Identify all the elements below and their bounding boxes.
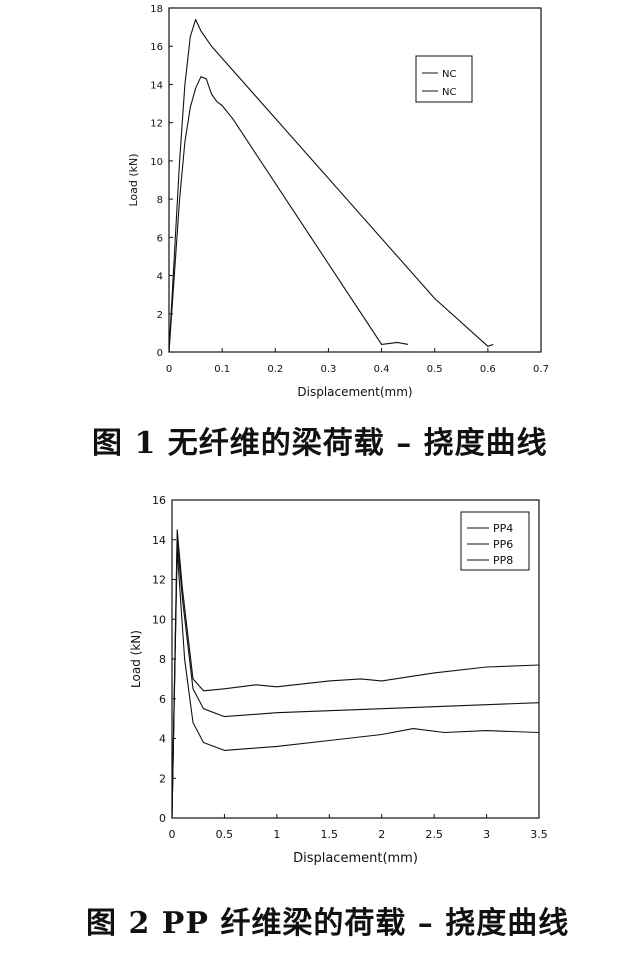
figure-2-caption: 图 2 PP 纤维梁的荷载 – 挠度曲线 (86, 906, 570, 941)
y-tick-label: 14 (150, 80, 163, 91)
legend-box (415, 55, 473, 103)
x-tick-label: 0.1 (214, 364, 230, 375)
y-tick-label: 8 (159, 653, 166, 666)
x-tick-label: 2 (378, 828, 385, 841)
x-tick-label: 0 (166, 364, 172, 375)
x-tick-label: 0.2 (267, 364, 283, 375)
x-tick-label: 0.4 (374, 364, 390, 375)
chart-1: 0 2 4 6 8 10 12 14 16 18 0 0.1 0.2 0.3 0.4 0.5 0.6 0.7 Dis… (127, 4, 549, 399)
y-tick-label: 2 (159, 772, 166, 785)
x-tick-label: 0.7 (533, 364, 549, 375)
x-axis-label: Displacement(mm) (297, 385, 412, 399)
y-tick-label: 12 (152, 574, 166, 587)
y-tick-label: 6 (159, 693, 166, 706)
series-line-2 (171, 539, 540, 819)
x-tick-label: 0.6 (480, 364, 496, 375)
y-axis-label: Load (kN) (127, 153, 140, 206)
y-tick-label: 12 (150, 119, 163, 130)
legend-label: PP4 (493, 522, 513, 535)
y-tick-label: 16 (150, 42, 163, 53)
legend-label: PP6 (493, 538, 513, 551)
x-tick-label: 0.3 (320, 364, 336, 375)
y-tick-label: 10 (150, 157, 163, 168)
x-tick-label: 0.5 (216, 828, 234, 841)
y-tick-label: 4 (159, 733, 166, 746)
series-line-3 (171, 529, 540, 819)
y-tick-label: 10 (152, 613, 166, 626)
plot-frame (168, 7, 542, 353)
y-tick-label: 0 (159, 812, 166, 825)
x-tick-label: 1 (273, 828, 280, 841)
legend-label: NC (442, 87, 456, 98)
y-tick-label: 18 (150, 4, 163, 15)
y-tick-label: 2 (157, 310, 163, 321)
chart-2: 0 2 4 6 8 10 12 14 16 0 0.5 1 1.5 2 2.5 3 3.5 Displacemen… (129, 494, 548, 866)
y-tick-label: 4 (157, 272, 163, 283)
x-tick-label: 0 (169, 828, 176, 841)
figure-1: 0 2 4 6 8 10 12 14 16 18 0 0.1 0.2 0.3 0.4 0.5 0.6 0.7 Dis… (0, 0, 626, 410)
figure-2: 0 2 4 6 8 10 12 14 16 0 0.5 1 1.5 2 2.5 3 3.5 Displacemen… (0, 488, 626, 883)
y-tick-label: 14 (152, 534, 166, 547)
legend-label: PP8 (493, 554, 513, 567)
figure-1-caption: 图 1 无纤维的梁荷载 – 挠度曲线 (92, 426, 548, 461)
legend-label: NC (442, 69, 456, 80)
y-tick-label: 6 (157, 233, 163, 244)
y-tick-label: 8 (157, 195, 163, 206)
x-tick-label: 0.5 (427, 364, 443, 375)
y-tick-label: 16 (152, 494, 166, 507)
y-axis-label: Load (kN) (129, 630, 143, 688)
series-line-1 (168, 18, 494, 353)
x-tick-label: 3.5 (530, 828, 548, 841)
x-tick-label: 2.5 (425, 828, 443, 841)
x-tick-label: 1.5 (321, 828, 339, 841)
y-tick-label: 0 (157, 348, 163, 359)
x-axis-label: Displacement(mm) (293, 851, 418, 866)
series-line-1 (171, 549, 540, 819)
series-line-2 (168, 76, 409, 353)
x-tick-label: 3 (483, 828, 490, 841)
